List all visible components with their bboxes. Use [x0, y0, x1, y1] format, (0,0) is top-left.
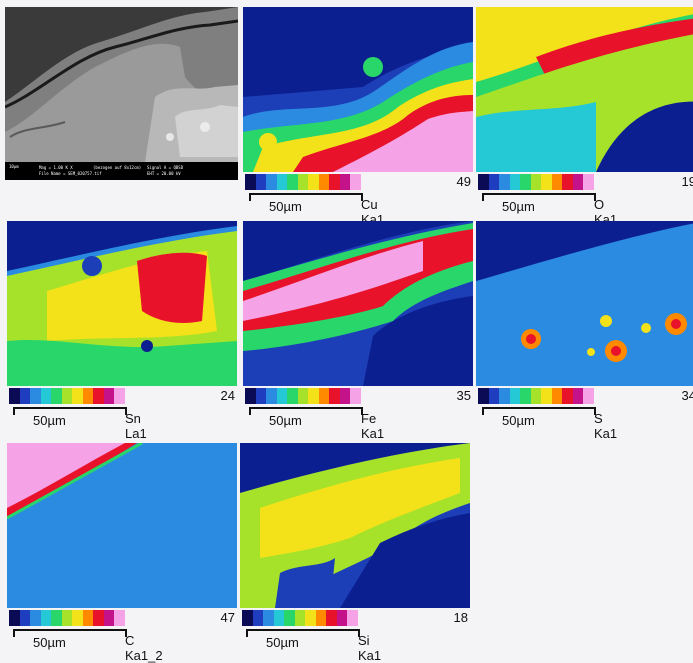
scale-label-fe: 50µm — [269, 413, 302, 428]
scale-bar-o — [482, 193, 596, 201]
max-count-sn: 24 — [220, 388, 235, 403]
sem-info-bar: 10µm Mag = 1.00 K X File Name = SEM_0207… — [5, 162, 238, 180]
scale-label-s: 50µm — [502, 413, 535, 428]
element-label-sn: Sn La1 — [125, 411, 147, 441]
max-count-s: 34 — [681, 388, 693, 403]
scale-bar-c — [13, 629, 127, 637]
element-map-o — [476, 7, 693, 172]
element-map-s — [476, 221, 693, 386]
max-count-si: 18 — [453, 610, 468, 625]
scale-bar-fe — [249, 407, 363, 415]
legend-fe: 35 — [243, 388, 473, 404]
color-scale-cu — [245, 174, 361, 190]
legend-sn: 24 — [7, 388, 237, 404]
sem-signal: Signal A = QBSD — [147, 165, 184, 170]
max-count-fe: 35 — [456, 388, 471, 403]
legend-cu: 49 — [243, 174, 473, 190]
scale-label-c: 50µm — [33, 635, 66, 650]
sem-note: (bezogen auf 8x12cm) — [93, 165, 142, 170]
scale-label-cu: 50µm — [269, 199, 302, 214]
sem-mag: Mag = 1.00 K X — [39, 165, 73, 170]
element-label-s: S Ka1 — [594, 411, 618, 441]
element-map-si — [240, 443, 470, 608]
max-count-c: 47 — [220, 610, 235, 625]
element-map-c — [7, 443, 237, 608]
color-scale-si — [242, 610, 358, 626]
max-count-o: 19 — [681, 174, 693, 189]
color-scale-fe — [245, 388, 361, 404]
sem-micrograph — [5, 7, 238, 180]
scale-bar-si — [246, 629, 360, 637]
element-map-cu — [243, 7, 473, 172]
max-count-cu: 49 — [456, 174, 471, 189]
element-label-c: C Ka1_2 — [125, 633, 163, 663]
sem-image: 10µm Mag = 1.00 K X File Name = SEM_0207… — [5, 7, 238, 180]
element-label-fe: Fe Ka1 — [361, 411, 385, 441]
element-map-fe — [243, 221, 473, 386]
color-scale-c — [9, 610, 125, 626]
scale-bar-sn — [13, 407, 127, 415]
color-scale-s — [478, 388, 594, 404]
scale-label-sn: 50µm — [33, 413, 66, 428]
sem-eht: EHT = 20.00 kV — [147, 171, 181, 176]
legend-c: 47 — [7, 610, 237, 626]
scale-label-si: 50µm — [266, 635, 299, 650]
legend-si: 18 — [240, 610, 470, 626]
sem-scale-label: 10µm — [9, 164, 19, 169]
element-map-sn — [7, 221, 237, 386]
scale-label-o: 50µm — [502, 199, 535, 214]
element-label-si: Si Ka1 — [358, 633, 382, 663]
scale-bar-cu — [249, 193, 363, 201]
scale-bar-s — [482, 407, 596, 415]
legend-o: 19 — [476, 174, 693, 190]
sem-file-name: File Name = SEM_020757.tif — [39, 171, 102, 176]
color-scale-sn — [9, 388, 125, 404]
legend-s: 34 — [476, 388, 693, 404]
color-scale-o — [478, 174, 594, 190]
